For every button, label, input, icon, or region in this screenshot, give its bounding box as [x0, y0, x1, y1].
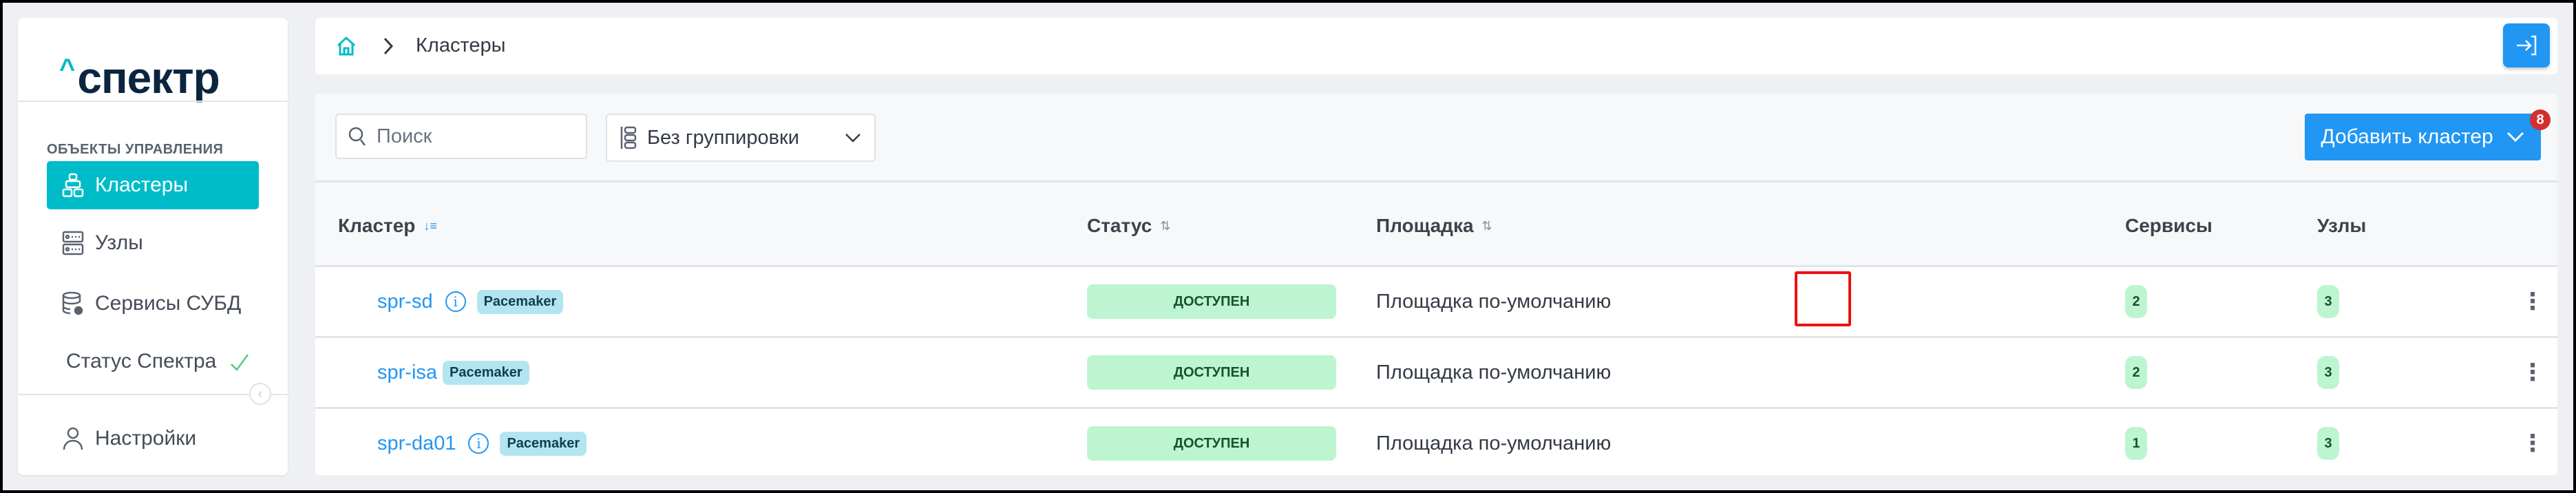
servers-icon: [62, 231, 84, 255]
table-row[interactable]: spr-isa Pacemaker ДОСТУПЕН Площадка по-ум…: [315, 338, 2557, 407]
sidebar-item-label: Статус Спектра: [66, 350, 217, 373]
column-header-services: Сервисы: [2125, 215, 2213, 236]
notification-badge: 8: [2530, 109, 2551, 130]
grouping-select[interactable]: Без группировки: [606, 114, 876, 162]
status-badge: ДОСТУПЕН: [1087, 426, 1336, 461]
search-placeholder: Поиск: [377, 125, 432, 147]
divider: [18, 394, 288, 395]
sidebar-item-label: Сервисы СУБД: [95, 292, 242, 315]
services-count[interactable]: 1: [2125, 427, 2147, 460]
status-badge: ДОСТУПЕН: [1087, 284, 1336, 319]
add-cluster-button[interactable]: Добавить кластер: [2305, 114, 2541, 160]
search-icon: [348, 127, 366, 146]
cluster-name-link[interactable]: spr-sd: [377, 290, 433, 313]
home-icon[interactable]: [336, 36, 357, 56]
sort-icon[interactable]: ⇅: [1481, 218, 1492, 233]
collapse-sidebar-button[interactable]: ‹: [249, 383, 271, 405]
section-title: ОБЪЕКТЫ УПРАВЛЕНИЯ: [47, 142, 224, 157]
nodes-count[interactable]: 3: [2317, 356, 2339, 389]
grouping-icon: [620, 126, 637, 149]
app-window: ^спектр ОБЪЕКТЫ УПРАВЛЕНИЯ Кластеры Узлы…: [3, 3, 2573, 490]
status-badge: ДОСТУПЕН: [1087, 355, 1336, 390]
services-count[interactable]: 2: [2125, 285, 2147, 318]
nodes-count[interactable]: 3: [2317, 427, 2339, 460]
table-row[interactable]: spr-da01 i Pacemaker ДОСТУПЕН Площадка по-…: [315, 409, 2557, 475]
logout-button[interactable]: [2503, 23, 2550, 67]
divider: [315, 265, 2557, 267]
clusters-panel: Поиск Без группировки Добавить кластер 8…: [315, 94, 2557, 475]
top-bar: Кластеры: [315, 18, 2557, 74]
sidebar-item-clusters[interactable]: Кластеры: [47, 161, 259, 209]
grouping-value: Без группировки: [647, 126, 799, 149]
info-icon[interactable]: i: [445, 291, 466, 312]
column-header-cluster[interactable]: Кластер ↓≡: [338, 215, 437, 236]
clusters-icon: [62, 173, 84, 198]
cluster-type-tag: Pacemaker: [476, 289, 564, 314]
sort-icon[interactable]: ⇅: [1160, 218, 1171, 233]
sidebar-item-label: Узлы: [95, 231, 143, 254]
chevron-right-icon: [383, 37, 394, 55]
divider: [315, 407, 2557, 409]
site-name: Площадка по-умолчанию: [1376, 432, 1612, 454]
sidebar-item-label: Настройки: [95, 427, 197, 450]
sidebar-item-dbms-services[interactable]: Сервисы СУБД: [47, 280, 259, 328]
cluster-name-link[interactable]: spr-isa: [377, 361, 438, 384]
user-icon: [63, 427, 83, 450]
highlight-box: [1795, 271, 1851, 326]
database-gear-icon: [62, 291, 83, 315]
divider: [315, 336, 2557, 338]
cluster-type-tag: Pacemaker: [500, 431, 587, 456]
divider: [18, 101, 288, 102]
chevron-left-icon: ‹: [257, 386, 263, 401]
search-input[interactable]: Поиск: [335, 114, 587, 159]
more-actions-icon[interactable]: ⋮: [2521, 359, 2544, 386]
cluster-name-link[interactable]: spr-da01: [377, 432, 456, 454]
sidebar-item-nodes[interactable]: Узлы: [47, 219, 259, 267]
table-row[interactable]: spr-sd i Pacemaker ДОСТУПЕН Площадка по-ум…: [315, 267, 2557, 336]
sidebar-item-label: Кластеры: [95, 174, 188, 196]
services-count[interactable]: 2: [2125, 356, 2147, 389]
nodes-count[interactable]: 3: [2317, 285, 2339, 318]
column-header-nodes: Узлы: [2317, 215, 2367, 236]
sidebar-item-settings[interactable]: Настройки: [47, 415, 259, 463]
logo[interactable]: ^спектр: [59, 53, 220, 103]
column-header-site[interactable]: Площадка ⇅: [1376, 215, 1492, 236]
check-icon: [231, 354, 249, 371]
info-icon[interactable]: i: [468, 433, 489, 454]
breadcrumb-current: Кластеры: [416, 34, 506, 56]
chevron-down-icon: [2506, 132, 2524, 143]
chevron-down-icon: [845, 134, 861, 143]
sidebar: ^спектр ОБЪЕКТЫ УПРАВЛЕНИЯ Кластеры Узлы…: [18, 18, 288, 475]
divider: [315, 180, 2557, 182]
column-header-status[interactable]: Статус ⇅: [1087, 215, 1171, 236]
more-actions-icon[interactable]: ⋮: [2521, 289, 2544, 315]
logout-icon: [2517, 35, 2537, 56]
site-name: Площадка по-умолчанию: [1376, 361, 1612, 384]
cluster-type-tag: Pacemaker: [443, 360, 529, 385]
more-actions-icon[interactable]: ⋮: [2521, 430, 2544, 457]
add-cluster-label: Добавить кластер: [2321, 125, 2493, 148]
sort-asc-icon[interactable]: ↓≡: [423, 218, 437, 233]
sidebar-item-spectr-status[interactable]: Статус Спектра: [47, 337, 259, 386]
site-name: Площадка по-умолчанию: [1376, 290, 1612, 313]
